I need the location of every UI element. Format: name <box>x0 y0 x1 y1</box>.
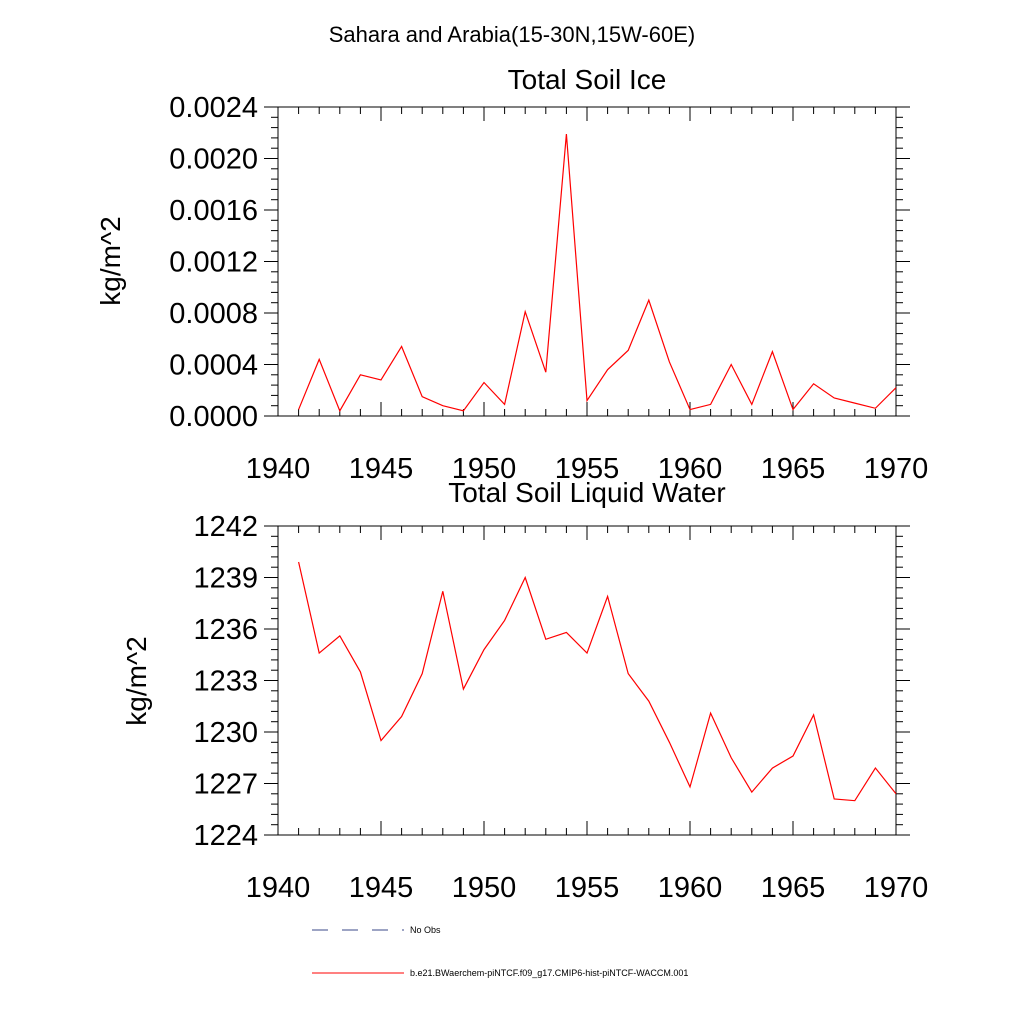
x-tick-label: 1960 <box>658 453 723 485</box>
plot-frame <box>277 106 897 417</box>
x-tick-label: 1950 <box>452 872 517 904</box>
suptitle: Sahara and Arabia(15-30N,15W-60E) <box>329 22 695 47</box>
y-tick-label: 1230 <box>193 717 258 749</box>
y-tick-label: 0.0020 <box>169 144 258 176</box>
x-tick-label: 1955 <box>555 872 620 904</box>
chart-title: Total Soil Ice <box>508 64 667 95</box>
x-tick-label: 1960 <box>658 872 723 904</box>
legend-label-model: b.e21.BWaerchem-piNTCF.f09_g17.CMIP6-his… <box>410 968 688 978</box>
y-tick-label: 0.0000 <box>169 401 258 433</box>
x-tick-label: 1940 <box>246 453 311 485</box>
x-tick-label: 1955 <box>555 453 620 485</box>
legend-label-no-obs: No Obs <box>410 925 441 935</box>
x-tick-label: 1965 <box>761 872 826 904</box>
y-tick-label: 0.0008 <box>169 298 258 330</box>
chart-panel-total-soil-ice: Total Soil Ice kg/m^2 1940 1945 1950 1955 19… <box>95 64 928 485</box>
series-line <box>298 133 897 413</box>
series-line <box>298 561 897 802</box>
y-axis-label: kg/m^2 <box>121 636 152 725</box>
y-tick-label: 1242 <box>193 511 258 543</box>
x-tick-label: 1940 <box>246 872 311 904</box>
y-tick-label: 0.0012 <box>169 247 258 279</box>
x-tick-label: 1970 <box>864 453 929 485</box>
x-tick-label: 1945 <box>349 453 414 485</box>
chart-title: Total Soil Liquid Water <box>448 477 726 508</box>
x-tick-label: 1970 <box>864 872 929 904</box>
chart-panel-total-soil-liquid-water: Total Soil Liquid Water kg/m^2 1940 1945 1… <box>121 477 928 904</box>
y-tick-label: 1224 <box>193 820 258 852</box>
x-tick-label: 1950 <box>452 453 517 485</box>
plot-frame <box>277 525 897 836</box>
y-tick-label: 1227 <box>193 769 258 801</box>
y-axis-label: kg/m^2 <box>95 216 126 305</box>
y-tick-label: 0.0016 <box>169 195 258 227</box>
y-tick-label: 1239 <box>193 563 258 595</box>
plot-area: 1940 1945 1950 1955 1960 1965 1970 0.0000 0.0004… <box>169 92 928 485</box>
y-tick-label: 0.0024 <box>169 92 258 124</box>
plot-area: 1940 1945 1950 1955 1960 1965 1970 1224 1227 1230… <box>193 511 928 904</box>
x-tick-label: 1945 <box>349 872 414 904</box>
x-tick-label: 1965 <box>761 453 826 485</box>
legend: No Obs b.e21.BWaerchem-piNTCF.f09_g17.CM… <box>312 925 688 978</box>
y-tick-label: 1233 <box>193 666 258 698</box>
y-tick-label: 1236 <box>193 614 258 646</box>
y-tick-label: 0.0004 <box>169 350 258 382</box>
